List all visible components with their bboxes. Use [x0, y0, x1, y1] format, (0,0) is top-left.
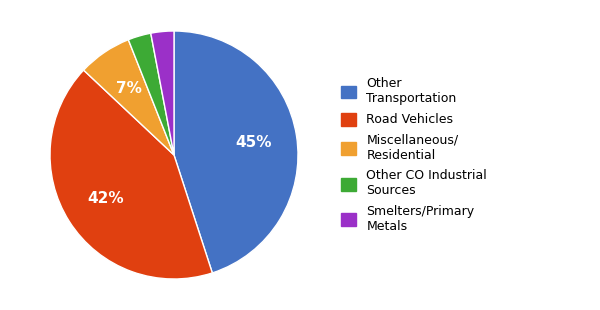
Text: 42%: 42% [88, 191, 124, 206]
Wedge shape [151, 31, 174, 155]
Text: 7%: 7% [116, 81, 142, 96]
Legend: Other
Transportation, Road Vehicles, Miscellaneous/
Residential, Other CO Indust: Other Transportation, Road Vehicles, Mis… [341, 77, 487, 233]
Wedge shape [50, 70, 212, 279]
Wedge shape [128, 33, 174, 155]
Wedge shape [83, 40, 174, 155]
Text: 45%: 45% [235, 135, 272, 150]
Wedge shape [174, 31, 298, 273]
